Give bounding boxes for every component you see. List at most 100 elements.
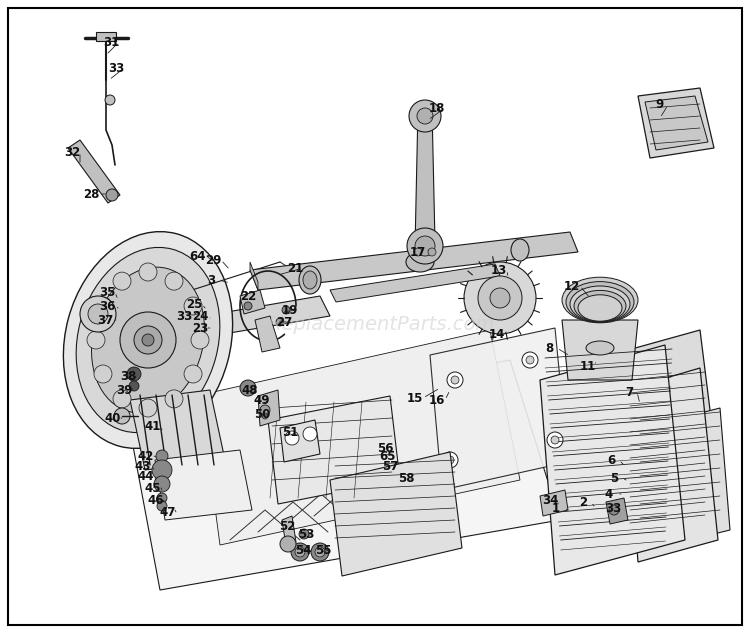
- Circle shape: [94, 297, 112, 315]
- Text: 13: 13: [490, 263, 507, 277]
- Circle shape: [442, 452, 458, 468]
- Circle shape: [414, 248, 422, 256]
- Polygon shape: [130, 360, 560, 590]
- Circle shape: [551, 436, 559, 444]
- Ellipse shape: [92, 267, 205, 413]
- Circle shape: [522, 352, 538, 368]
- Text: 38: 38: [120, 370, 136, 382]
- Text: 4: 4: [604, 487, 613, 501]
- Text: 58: 58: [398, 472, 414, 484]
- Text: 51: 51: [282, 425, 298, 439]
- Polygon shape: [606, 498, 628, 524]
- Text: 53: 53: [298, 527, 314, 541]
- Circle shape: [291, 543, 309, 561]
- Text: 21: 21: [286, 261, 303, 275]
- Circle shape: [446, 456, 454, 464]
- Text: 54: 54: [295, 544, 311, 556]
- Polygon shape: [192, 296, 330, 338]
- Bar: [96, 32, 116, 41]
- Circle shape: [165, 272, 183, 290]
- Circle shape: [547, 432, 563, 448]
- Circle shape: [409, 100, 441, 132]
- Text: 14: 14: [489, 327, 506, 341]
- Polygon shape: [240, 290, 265, 314]
- Polygon shape: [638, 88, 714, 158]
- Circle shape: [139, 263, 157, 281]
- Text: 19: 19: [282, 303, 298, 316]
- Text: 5: 5: [610, 472, 618, 484]
- Text: 41: 41: [145, 420, 161, 432]
- Polygon shape: [280, 420, 320, 462]
- Ellipse shape: [511, 239, 529, 261]
- Polygon shape: [635, 408, 730, 552]
- Text: 44: 44: [138, 470, 154, 482]
- Polygon shape: [625, 368, 718, 562]
- Ellipse shape: [570, 286, 630, 322]
- Polygon shape: [628, 330, 720, 510]
- Circle shape: [244, 302, 252, 310]
- Text: 33: 33: [108, 61, 124, 75]
- Text: 45: 45: [145, 482, 161, 494]
- Text: 57: 57: [382, 460, 398, 472]
- Circle shape: [105, 95, 115, 105]
- Circle shape: [87, 331, 105, 349]
- Circle shape: [280, 536, 296, 552]
- Text: 50: 50: [254, 408, 270, 420]
- Circle shape: [428, 248, 436, 256]
- Text: 43: 43: [135, 460, 152, 472]
- Ellipse shape: [299, 266, 321, 294]
- Circle shape: [447, 372, 463, 388]
- Ellipse shape: [406, 252, 434, 272]
- Circle shape: [191, 331, 209, 349]
- Text: 33: 33: [604, 501, 621, 515]
- Text: 28: 28: [82, 187, 99, 201]
- Text: 2: 2: [579, 496, 587, 508]
- Text: 11: 11: [580, 360, 596, 372]
- Circle shape: [165, 390, 183, 408]
- Circle shape: [184, 297, 202, 315]
- Text: 33: 33: [176, 310, 192, 322]
- Circle shape: [407, 228, 443, 264]
- Text: 52: 52: [279, 520, 296, 532]
- Circle shape: [114, 408, 130, 424]
- Text: 37: 37: [97, 315, 113, 327]
- Text: 16: 16: [429, 394, 445, 406]
- Circle shape: [142, 334, 154, 346]
- Text: 48: 48: [242, 384, 258, 396]
- Circle shape: [526, 356, 534, 364]
- Polygon shape: [540, 490, 568, 516]
- Text: 34: 34: [542, 494, 558, 506]
- Ellipse shape: [578, 295, 622, 321]
- Circle shape: [152, 460, 172, 480]
- Circle shape: [478, 276, 522, 320]
- Text: 47: 47: [160, 506, 176, 518]
- Circle shape: [154, 476, 170, 492]
- Circle shape: [311, 543, 329, 561]
- Text: 42: 42: [138, 449, 154, 463]
- Ellipse shape: [566, 282, 634, 322]
- Text: 29: 29: [205, 253, 221, 266]
- Text: 35: 35: [99, 285, 116, 299]
- Ellipse shape: [586, 341, 614, 355]
- Polygon shape: [250, 262, 258, 290]
- Text: 15: 15: [406, 391, 423, 404]
- Polygon shape: [68, 140, 120, 203]
- Circle shape: [157, 501, 167, 511]
- Text: 49: 49: [254, 394, 270, 406]
- Circle shape: [120, 312, 176, 368]
- Polygon shape: [258, 390, 280, 426]
- Polygon shape: [200, 330, 520, 545]
- Circle shape: [285, 431, 299, 445]
- Circle shape: [156, 450, 168, 462]
- Text: 24: 24: [192, 310, 208, 322]
- Polygon shape: [330, 264, 500, 302]
- Text: 17: 17: [410, 246, 426, 258]
- Circle shape: [113, 272, 131, 290]
- Text: 27: 27: [276, 315, 292, 329]
- Circle shape: [276, 318, 284, 326]
- Circle shape: [129, 381, 139, 391]
- Polygon shape: [430, 328, 568, 490]
- Circle shape: [295, 547, 305, 557]
- Text: 56: 56: [376, 441, 393, 454]
- Circle shape: [88, 304, 108, 324]
